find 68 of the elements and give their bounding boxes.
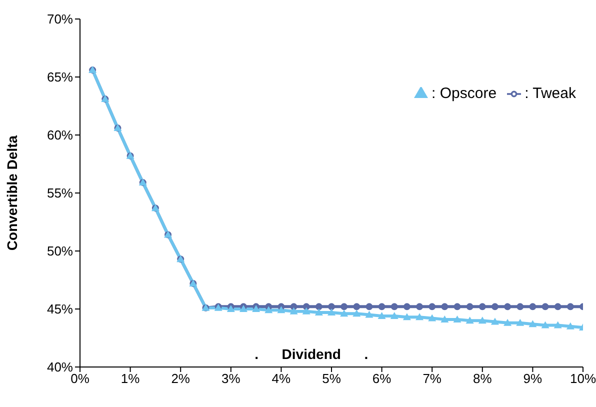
point [264,306,273,314]
x-tick-label: 3% [222,371,241,386]
x-tick-label: 1% [120,371,140,386]
point [402,313,411,320]
point [542,303,549,310]
x-axis-title: . Dividend . [254,346,368,362]
point [416,313,424,320]
point [328,303,335,310]
point [454,303,461,310]
point [390,312,398,319]
point [390,303,398,310]
point [504,303,512,310]
y-tick-label: 60% [46,128,74,143]
point [352,310,361,317]
point [516,303,524,310]
point [378,303,386,310]
point [428,314,436,322]
point [378,312,386,319]
point [554,303,562,310]
y-tick-label: 40% [46,360,74,375]
x-tick-label: 5% [322,371,342,386]
point [353,303,360,310]
x-tick-label: 9% [523,371,543,386]
point [490,318,499,325]
point [566,322,574,330]
x-tick-label: 6% [372,371,392,386]
point [441,303,448,310]
x-tick-label: 0% [70,371,90,386]
point [340,310,348,317]
point [528,320,537,328]
point [365,310,374,318]
point [416,303,424,310]
y-tick-label: 50% [46,244,74,259]
point [554,321,562,328]
point [315,303,322,310]
point [478,303,486,310]
point [516,318,524,326]
legend-label: : Tweak [524,85,576,102]
point [440,315,449,322]
point [314,308,323,316]
point [466,316,474,324]
point [428,303,436,310]
x-tick-label: 7% [422,371,442,386]
point [541,321,550,328]
y-tick-label: 70% [46,12,74,27]
y-tick-label: 65% [46,70,74,85]
point [302,307,310,314]
y-tick-label: 55% [46,186,74,201]
x-tick-label: 2% [171,371,190,386]
y-tick-label: 45% [46,302,74,317]
point [491,303,498,310]
point [453,315,462,322]
point [290,307,298,314]
point [403,303,410,310]
point [328,308,336,316]
legend-label: : Opscore [432,85,497,102]
y-axis-title: Convertible Delta [4,135,20,251]
point [366,303,373,310]
x-tick-label: 4% [272,371,292,386]
point [466,303,474,310]
x-tick-label: 10% [570,371,596,386]
point [340,303,348,310]
point [566,303,574,310]
point [504,318,512,326]
x-tick-label: 8% [473,371,492,386]
point [277,306,286,314]
point [529,303,536,310]
point [478,316,486,324]
